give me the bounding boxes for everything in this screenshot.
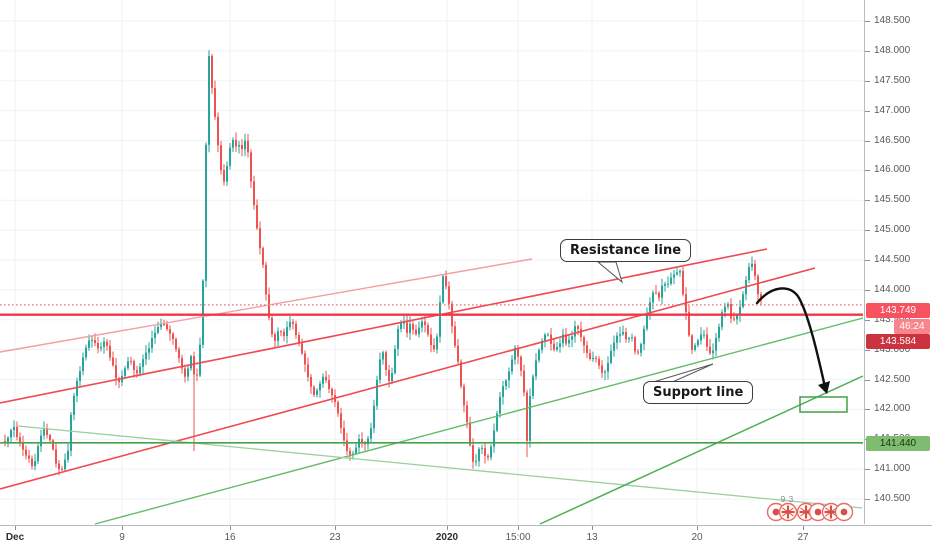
time-axis-label: 9 xyxy=(119,532,125,543)
price-axis-tick xyxy=(865,230,870,232)
japan-flag-icon xyxy=(814,508,822,516)
price-axis-label: 142.000 xyxy=(874,403,911,415)
time-axis-label: 20 xyxy=(691,532,703,543)
price-axis-tick xyxy=(865,260,870,261)
time-axis-label: Dec xyxy=(5,532,25,543)
price-axis-tick xyxy=(865,140,870,142)
time-axis-tick xyxy=(15,526,16,530)
price-axis-tick xyxy=(865,110,870,112)
time-axis-tick xyxy=(447,526,448,530)
candles-layer xyxy=(4,50,762,476)
time-axis-tick xyxy=(230,526,231,530)
price-axis-label: 143.500 xyxy=(874,313,911,325)
price-axis-label: 143.000 xyxy=(874,343,911,355)
price-axis-tick xyxy=(865,170,870,172)
price-axis-tick xyxy=(865,409,870,411)
price-axis-label: 141.000 xyxy=(874,463,911,475)
time-axis-tick xyxy=(592,526,593,530)
time-axis-tick xyxy=(803,526,804,530)
price-axis-label: 147.000 xyxy=(874,104,911,116)
current-price-badge: 143.749 xyxy=(866,302,930,318)
price-axis-tick xyxy=(865,349,870,351)
projection-arrow[interactable] xyxy=(755,287,827,389)
price-axis-label: 144.000 xyxy=(874,283,911,295)
resistance-trendline[interactable] xyxy=(0,248,768,404)
japan-flag-icon xyxy=(772,508,780,516)
price-axis-label: 145.000 xyxy=(874,224,911,236)
time-axis-label: 27 xyxy=(797,532,809,543)
horizontal-line-price-badge: 143.584 xyxy=(866,333,930,349)
time-axis-tick xyxy=(518,526,519,530)
japan-flag-icon xyxy=(840,508,848,516)
callout-tail xyxy=(596,261,623,284)
time-axis-tick xyxy=(697,526,698,530)
price-axis-label: 146.000 xyxy=(874,164,911,176)
price-axis-tick xyxy=(865,289,870,291)
bar-countdown-badge: 46:24 xyxy=(894,318,930,334)
resistance-line-callout[interactable]: Resistance line xyxy=(560,239,692,262)
uk-flag-icon xyxy=(824,505,838,519)
event-count-label: 9 xyxy=(781,495,786,504)
price-axis-label: 142.500 xyxy=(874,373,911,385)
event-count-label: 3 xyxy=(789,495,794,504)
time-axis-label: 13 xyxy=(586,532,598,543)
price-axis-tick xyxy=(865,499,870,500)
target-zone-box[interactable] xyxy=(799,396,848,413)
price-axis-tick xyxy=(865,469,870,471)
time-axis[interactable]: Dec 9 16 23 2020 15:00 13 20 27 xyxy=(0,525,932,550)
time-axis-tick xyxy=(122,526,123,530)
price-axis-label: 145.500 xyxy=(874,194,911,206)
price-axis-tick xyxy=(865,379,870,381)
time-axis-label: 16 xyxy=(224,532,236,543)
support-trendline[interactable] xyxy=(94,317,864,525)
price-axis-label: 148.000 xyxy=(874,44,911,56)
time-axis-tick xyxy=(335,526,336,530)
price-axis-tick xyxy=(865,50,870,52)
uk-flag-icon xyxy=(781,505,795,519)
price-axis-tick xyxy=(865,319,870,321)
price-axis-label: 148.500 xyxy=(874,15,911,26)
descending-green-trendline[interactable] xyxy=(17,425,863,509)
time-axis-label: 15:00 xyxy=(505,532,531,543)
price-axis-label: 147.500 xyxy=(874,74,911,86)
gridlines xyxy=(0,0,863,524)
steep-support-trendline[interactable] xyxy=(539,375,864,525)
price-axis-tick xyxy=(865,200,870,202)
price-axis-tick xyxy=(865,21,870,22)
time-axis-label: 23 xyxy=(329,532,341,543)
time-axis-label: 2020 xyxy=(435,532,459,543)
lower-red-trendline[interactable] xyxy=(0,267,816,490)
old-channel-upper-trendline[interactable] xyxy=(0,258,533,353)
price-axis-tick xyxy=(865,80,870,82)
price-axis-label: 146.500 xyxy=(874,134,911,146)
price-axis-label: 144.500 xyxy=(874,254,911,265)
support-level-price-badge: 141.440 xyxy=(866,435,930,451)
price-axis-label: 140.500 xyxy=(874,493,911,504)
projection-arrow-head xyxy=(818,381,830,394)
support-line-callout[interactable]: Support line xyxy=(643,381,754,404)
